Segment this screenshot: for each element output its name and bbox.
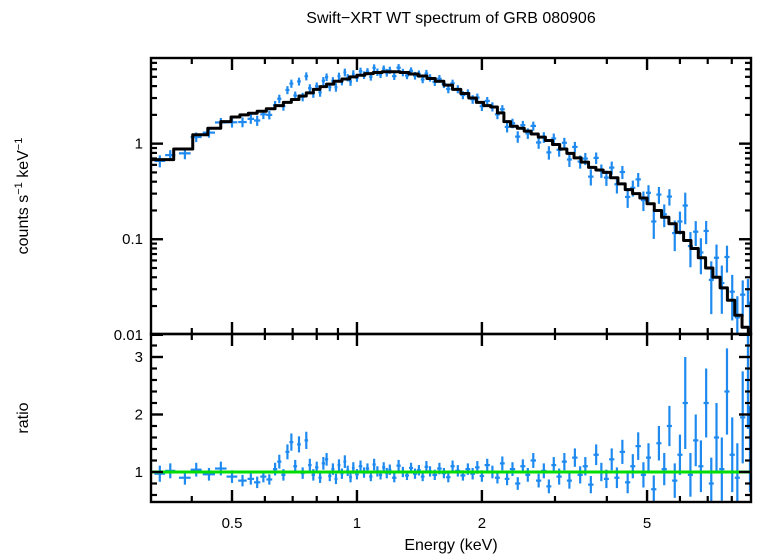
y-tick-label: 0.01 [114,327,143,344]
figure-title: Swift−XRT WT spectrum of GRB 080906 [306,10,596,27]
x-axis-label: Energy (keV) [404,537,497,554]
x-tick-label: 2 [478,515,486,532]
y-tick-label: 2 [135,406,143,423]
x-tick-label: 5 [643,515,651,532]
spectrum-panel-frame [149,56,753,336]
ratio-y-axis-label: ratio [15,402,32,433]
ratio-data-points [154,334,751,502]
y-tick-label: 1 [135,136,143,153]
plot-area: 0.5 1 2 5 1 0.1 0.01 1 2 3 [114,56,753,532]
tick-labels: 0.5 1 2 5 1 0.1 0.01 1 2 3 [114,136,651,532]
x-tick-label: 0.5 [222,515,243,532]
model-line [151,70,751,334]
y-tick-label: 0.1 [122,231,143,248]
y-tick-label: 1 [135,464,143,481]
y-tick-label: 3 [135,349,143,366]
counts-y-axis-label: counts s−1 keV−1 [13,138,32,255]
x-tick-label: 1 [353,515,361,532]
ratio-panel-frame [149,332,753,504]
axis-ticks [151,58,751,502]
